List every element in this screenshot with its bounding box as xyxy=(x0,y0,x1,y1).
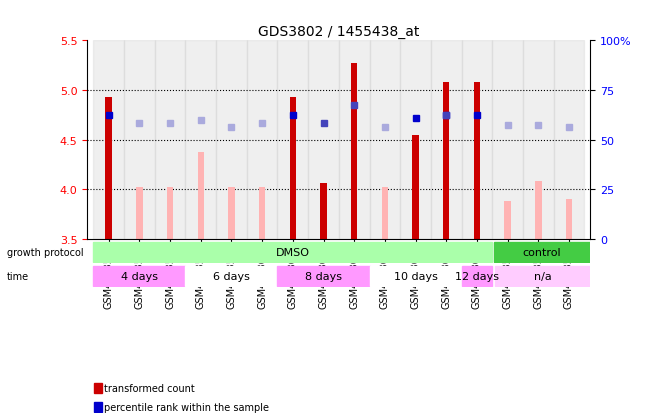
Text: 8 days: 8 days xyxy=(305,271,342,281)
Bar xyxy=(259,188,265,240)
Bar xyxy=(278,266,370,286)
Bar xyxy=(494,242,590,262)
Bar xyxy=(167,188,173,240)
Bar xyxy=(505,202,511,240)
Bar xyxy=(566,200,572,240)
Bar xyxy=(493,41,523,240)
Title: GDS3802 / 1455438_at: GDS3802 / 1455438_at xyxy=(258,25,419,39)
Bar xyxy=(308,41,339,240)
Text: DMSO: DMSO xyxy=(276,247,310,257)
Bar xyxy=(554,41,584,240)
Text: 10 days: 10 days xyxy=(394,271,437,281)
Bar xyxy=(370,41,400,240)
Bar xyxy=(216,41,247,240)
Bar xyxy=(320,184,327,240)
Bar xyxy=(400,41,431,240)
Bar xyxy=(105,98,112,240)
Text: 4 days: 4 days xyxy=(121,271,158,281)
Text: growth protocol: growth protocol xyxy=(7,247,83,257)
Bar xyxy=(197,152,204,240)
Bar xyxy=(413,135,419,240)
Text: 12 days: 12 days xyxy=(455,271,499,281)
Bar xyxy=(124,41,155,240)
Bar xyxy=(523,41,554,240)
Bar xyxy=(443,83,450,240)
Bar xyxy=(93,242,493,262)
Bar xyxy=(155,41,185,240)
Bar xyxy=(462,41,493,240)
Bar xyxy=(431,41,462,240)
Bar xyxy=(278,41,308,240)
Bar xyxy=(93,266,185,286)
Bar xyxy=(474,83,480,240)
Bar xyxy=(185,266,278,286)
Bar xyxy=(228,188,235,240)
Text: 6 days: 6 days xyxy=(213,271,250,281)
Bar xyxy=(136,188,143,240)
Text: percentile rank within the sample: percentile rank within the sample xyxy=(104,402,269,412)
Bar xyxy=(535,182,541,240)
Bar xyxy=(93,41,124,240)
Text: control: control xyxy=(523,247,562,257)
Text: n/a: n/a xyxy=(534,271,552,281)
Bar xyxy=(290,98,296,240)
Text: time: time xyxy=(7,271,29,281)
Bar xyxy=(247,41,278,240)
Bar xyxy=(370,266,462,286)
Bar xyxy=(462,266,493,286)
Text: transformed count: transformed count xyxy=(104,383,195,393)
Bar xyxy=(382,188,388,240)
Bar xyxy=(339,41,370,240)
Bar xyxy=(185,41,216,240)
Bar xyxy=(351,64,358,240)
Bar xyxy=(495,266,590,286)
